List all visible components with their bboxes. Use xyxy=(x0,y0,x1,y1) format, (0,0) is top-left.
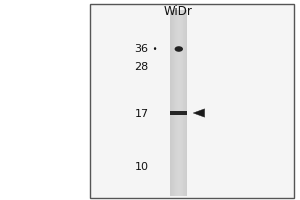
Bar xyxy=(177,10,178,196)
Bar xyxy=(186,10,187,196)
Bar xyxy=(172,10,173,196)
Bar xyxy=(90,4,294,198)
Text: 28: 28 xyxy=(134,62,148,72)
Bar xyxy=(182,10,183,196)
Bar xyxy=(176,10,177,196)
Ellipse shape xyxy=(175,46,183,52)
Bar xyxy=(170,10,187,196)
Bar xyxy=(185,10,186,196)
Text: WiDr: WiDr xyxy=(164,5,193,18)
Bar xyxy=(179,10,180,196)
Bar xyxy=(175,10,176,196)
Polygon shape xyxy=(193,109,205,117)
Text: 10: 10 xyxy=(134,162,148,172)
Text: •: • xyxy=(150,45,158,53)
Bar xyxy=(173,10,174,196)
Bar xyxy=(184,10,185,196)
Bar xyxy=(183,10,184,196)
Bar xyxy=(178,10,179,196)
Bar xyxy=(171,10,172,196)
Bar xyxy=(170,10,171,196)
Text: 36: 36 xyxy=(134,44,148,54)
Text: 17: 17 xyxy=(134,109,148,119)
Bar xyxy=(170,111,187,115)
Bar xyxy=(174,10,175,196)
Bar xyxy=(181,10,182,196)
Bar xyxy=(180,10,181,196)
